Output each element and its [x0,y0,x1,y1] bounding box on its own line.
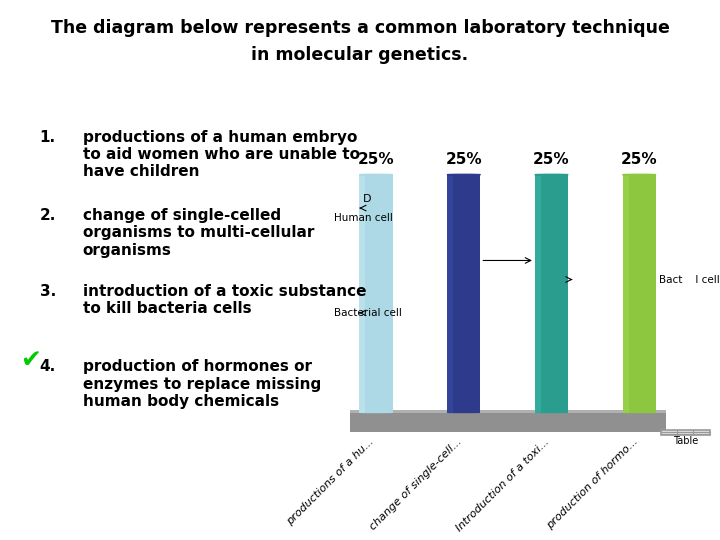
Ellipse shape [535,174,568,175]
Bar [535,175,568,413]
Ellipse shape [623,174,656,175]
Text: 4.: 4. [40,359,56,374]
Ellipse shape [447,174,480,175]
Text: Human cell: Human cell [334,213,392,222]
Bar [349,410,666,413]
Text: 3.: 3. [40,284,56,299]
Text: change of single-celled
organisms to multi-cellular
organisms: change of single-celled organisms to mul… [83,208,314,258]
Text: productions of a human embryo
to aid women who are unable to
have children: productions of a human embryo to aid wom… [83,130,360,179]
Text: production of hormones or
enzymes to replace missing
human body chemicals: production of hormones or enzymes to rep… [83,359,321,409]
Bar [447,175,480,413]
Ellipse shape [359,174,392,175]
Text: D: D [363,193,372,204]
Text: Bacterial cell: Bacterial cell [334,308,402,318]
Text: Bact    l cell: Bact l cell [659,274,719,285]
Text: 25%: 25% [534,152,570,167]
Text: ✔: ✔ [20,348,41,372]
Text: 25%: 25% [621,152,657,167]
Bar [349,413,666,432]
Bar [535,175,541,413]
Bar [661,430,709,435]
Bar [623,175,656,413]
Bar [359,175,365,413]
Text: The diagram below represents a common laboratory technique: The diagram below represents a common la… [50,19,670,37]
Text: in molecular genetics.: in molecular genetics. [251,46,469,64]
Text: Table: Table [672,436,698,446]
Text: 1.: 1. [40,130,55,145]
Bar [623,175,629,413]
Text: 25%: 25% [358,152,395,167]
Text: 25%: 25% [446,152,482,167]
Text: 2.: 2. [40,208,56,223]
Bar [447,175,453,413]
Bar [359,175,392,413]
Text: introduction of a toxic substance
to kill bacteria cells: introduction of a toxic substance to kil… [83,284,366,316]
